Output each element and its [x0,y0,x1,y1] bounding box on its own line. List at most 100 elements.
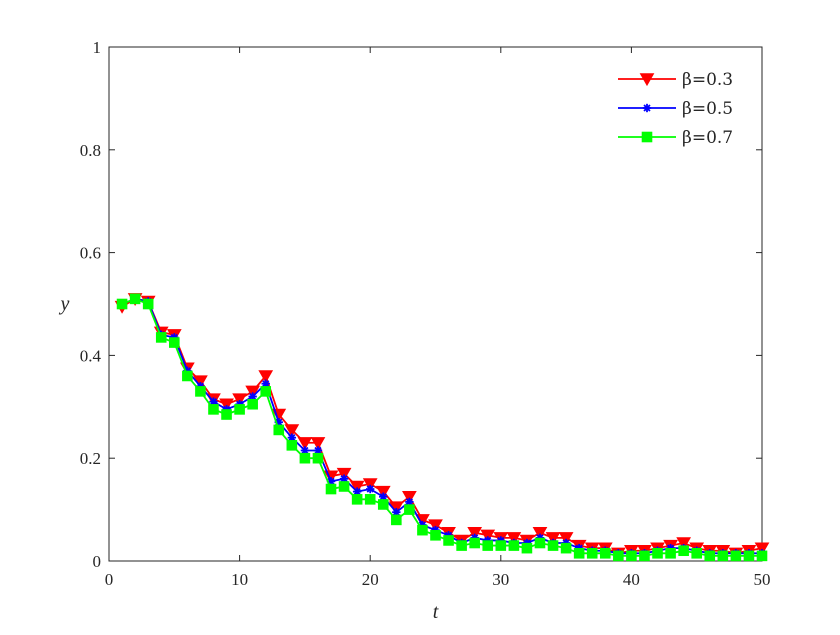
data-point-marker [338,481,350,492]
data-point-marker [116,298,128,310]
data-point-marker [430,530,441,541]
data-point-marker [754,542,770,556]
legend-item: β=0.5 [618,99,733,119]
data-point-marker [521,542,533,554]
data-point-marker [639,550,650,562]
data-point-marker [336,467,352,481]
legend-label: β=0.7 [682,128,733,148]
x-tick-label: 40 [623,570,640,589]
data-point-marker [366,484,375,494]
data-point-marker [325,483,337,495]
legend: β=0.3 β=0.5 β=0.7 [618,70,733,148]
y-tick-label: 0.6 [80,244,101,263]
data-point-marker [613,550,624,562]
data-point-marker [480,529,496,543]
data-point-marker [730,550,742,562]
data-point-marker [456,540,467,551]
x-tick-label: 10 [231,570,248,589]
y-tick-label: 0.4 [80,346,102,365]
x-tick-label: 0 [105,570,114,589]
legend-label: β=0.5 [682,99,733,119]
legend-item: β=0.7 [618,128,733,148]
data-point-marker [467,527,483,540]
data-point-marker [560,542,572,554]
data-point-marker [443,535,454,546]
series-layer [114,293,770,562]
data-point-marker [155,332,167,343]
data-point-marker [532,527,548,540]
data-point-marker [142,298,154,310]
data-point-marker [299,452,311,464]
data-point-marker [362,478,378,492]
data-point-marker [312,452,324,464]
series-β=0.7 [116,293,768,562]
data-point-marker [297,437,313,450]
data-point-marker [641,131,653,143]
y-axis-label: y [59,293,70,315]
y-tick-label: 0.2 [80,449,101,468]
data-point-marker [349,480,365,494]
data-point-marker [691,547,703,559]
data-point-marker [391,514,402,526]
data-point-marker [219,398,234,412]
data-point-marker [599,547,611,559]
data-point-marker [678,545,689,557]
data-point-marker [676,537,692,551]
data-point-marker [261,379,270,388]
data-point-marker [428,519,443,533]
y-tick-label: 0.8 [80,141,101,160]
data-point-marker [402,491,417,504]
data-point-marker [245,385,261,399]
data-point-marker [364,494,376,505]
data-point-marker [258,370,274,384]
data-point-marker [404,504,415,515]
data-point-marker [310,437,326,450]
data-point-marker [508,540,520,551]
data-point-marker [639,73,655,87]
data-point-marker [506,532,522,546]
data-point-marker [495,540,507,551]
data-point-marker [469,537,480,549]
x-axis-label: t [433,601,439,623]
data-point-marker [545,532,561,546]
data-point-marker [665,547,676,559]
data-point-marker [284,424,300,438]
data-point-marker [286,440,298,451]
data-point-marker [717,550,729,562]
y-tick-label: 0 [93,552,102,571]
plot-frame [108,46,763,562]
data-point-marker [221,409,232,420]
data-point-marker [234,404,245,415]
data-point-marker [586,547,598,559]
data-point-marker [534,537,546,549]
data-point-marker [558,532,574,546]
plot-area-box [108,46,763,562]
data-point-marker [743,550,755,562]
data-point-marker [351,494,363,505]
x-tick-label: 30 [492,570,509,589]
data-point-marker [260,386,272,397]
data-point-marker [248,392,257,401]
data-point-marker [642,103,652,113]
data-point-marker [169,337,180,348]
axis-ticks: 0 10 20 30 40 50 0 0.2 0.4 0.6 0.8 1 [80,38,771,589]
data-point-marker [232,393,247,407]
data-point-marker [247,398,258,410]
data-point-marker [129,293,141,305]
data-point-marker [182,370,193,382]
data-point-marker [300,446,310,455]
data-point-marker [482,540,494,551]
x-tick-label: 20 [362,570,379,589]
data-point-marker [652,547,663,559]
data-point-marker [377,499,389,510]
data-point-marker [195,386,206,397]
data-point-marker [417,524,428,536]
data-point-marker [573,547,585,559]
data-point-marker [208,404,219,415]
x-tick-label: 50 [754,570,771,589]
legend-item: β=0.3 [618,70,733,90]
legend-label: β=0.3 [682,70,733,90]
data-point-marker [704,550,716,562]
